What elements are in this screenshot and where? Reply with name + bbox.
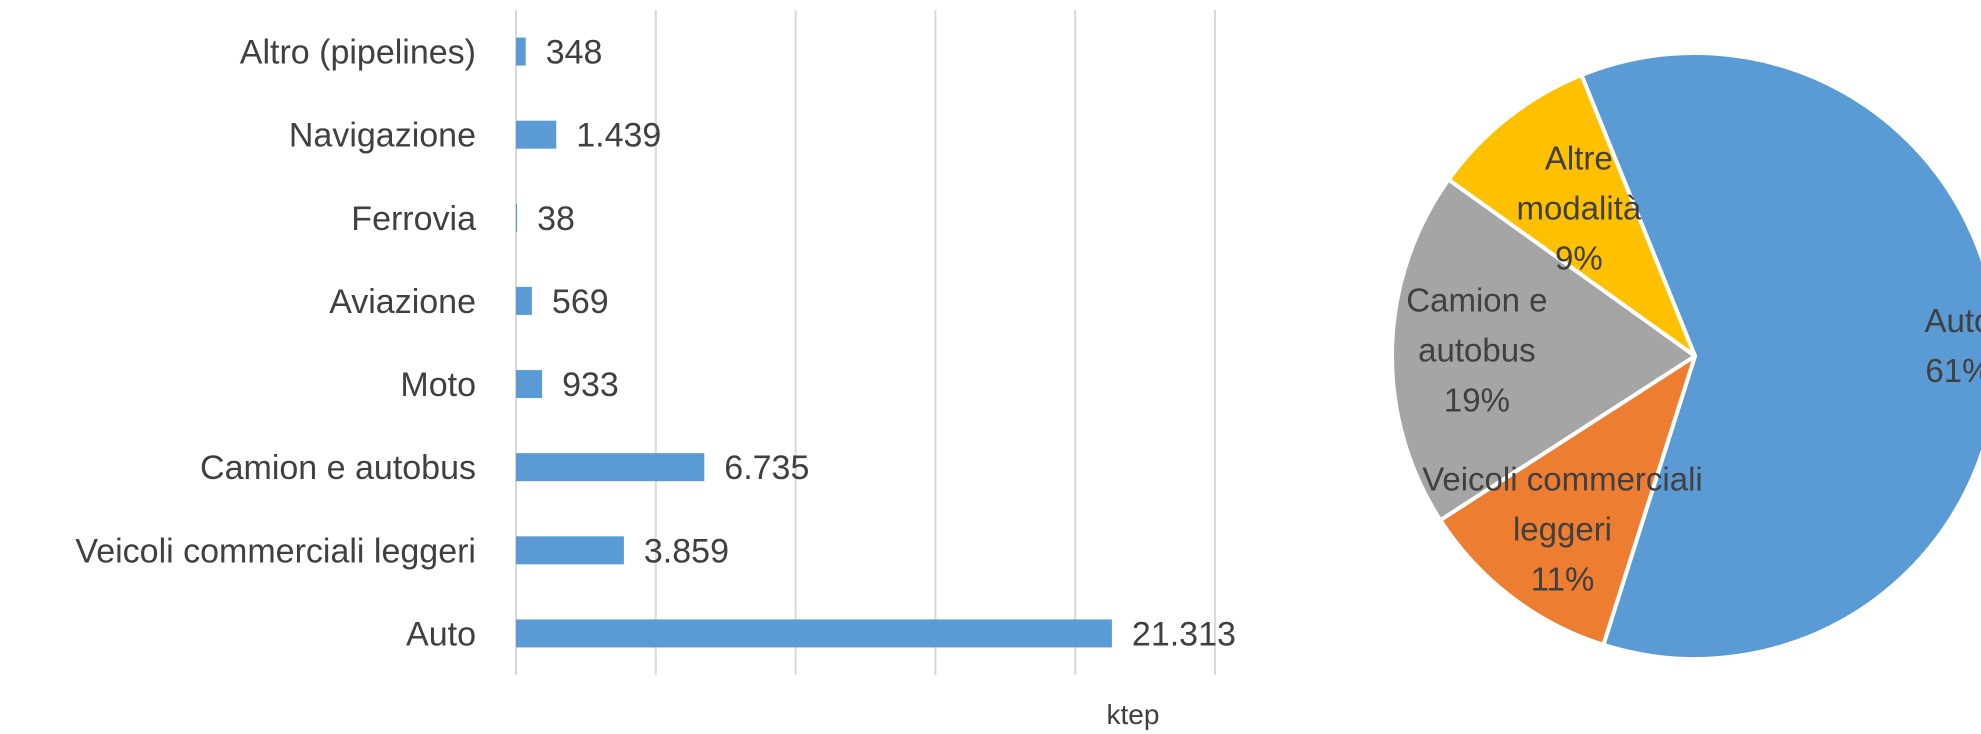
- bar: [516, 453, 705, 482]
- data-label: 21.313: [1132, 615, 1236, 653]
- bar-series: [516, 37, 1112, 648]
- category-label: Navigazione: [289, 117, 476, 155]
- bar-chart: Altro (pipelines) Navigazione Ferrovia Avia…: [75, 10, 1236, 730]
- pie-slices: [1390, 51, 1981, 661]
- x-axis-title: ktep: [1107, 699, 1160, 730]
- bar: [516, 120, 557, 149]
- bar: [516, 203, 518, 232]
- pie-slice-label: Altre modalità 9%: [1516, 139, 1641, 276]
- pie-slice: [1446, 73, 1697, 358]
- data-label: 1.439: [576, 117, 661, 155]
- pie-slice: [1579, 51, 1981, 661]
- pie-slice: [1438, 354, 1697, 647]
- data-label: 38: [537, 200, 575, 238]
- data-label: 348: [546, 34, 603, 72]
- category-label: Auto: [406, 615, 476, 653]
- category-label: Veicoli commerciali leggeri: [75, 532, 476, 570]
- bar: [516, 619, 1112, 648]
- bar-gridlines: [515, 10, 1216, 675]
- pie-slice-label: Camion e autobus 19%: [1406, 282, 1547, 419]
- category-label: Aviazione: [329, 283, 476, 321]
- data-label: 3.859: [644, 532, 729, 570]
- data-label: 569: [552, 283, 609, 321]
- category-label: Moto: [400, 366, 476, 404]
- pie-slice: [1390, 177, 1697, 523]
- bar-category-labels: Altro (pipelines) Navigazione Ferrovia Avia…: [75, 34, 476, 654]
- category-label: Camion e autobus: [200, 449, 476, 487]
- bar-value-labels: 348 1.439 38 569 933 6.735 3.859 21.313: [537, 34, 1236, 654]
- bar: [516, 286, 532, 315]
- category-label: Ferrovia: [351, 200, 476, 238]
- bar: [516, 536, 624, 565]
- data-label: 6.735: [724, 449, 809, 487]
- bar: [516, 37, 526, 66]
- data-label: 933: [562, 366, 619, 404]
- pie-slice-label: Auto61%: [1924, 302, 1981, 389]
- category-label: Altro (pipelines): [240, 34, 476, 72]
- pie-slice-label: Veicoli commerciali leggeri 11%: [1422, 460, 1703, 597]
- bar: [516, 370, 543, 399]
